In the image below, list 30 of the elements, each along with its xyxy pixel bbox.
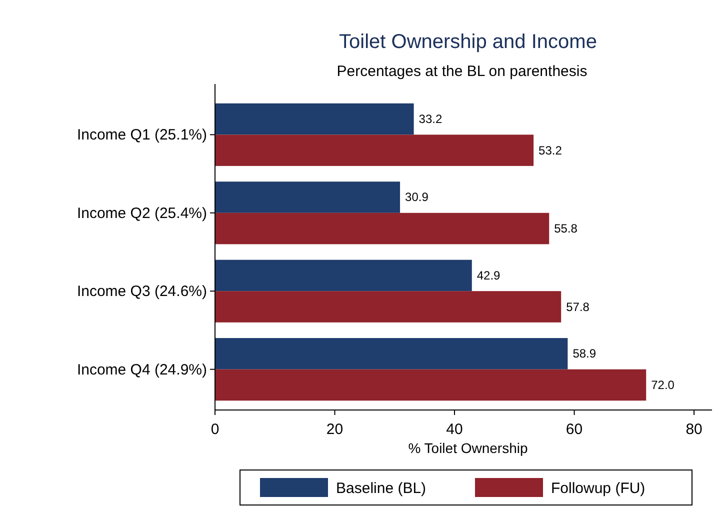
chart-title: Toilet Ownership and Income [339, 31, 597, 53]
bar [215, 338, 568, 370]
data-label: 72.0 [651, 378, 675, 392]
bar [215, 260, 472, 292]
x-tick-label: 60 [566, 421, 583, 438]
x-tick-label: 40 [446, 421, 463, 438]
data-label: 33.2 [418, 112, 442, 126]
y-tick-label: Income Q2 (25.4%) [76, 204, 207, 222]
data-label: 57.8 [566, 300, 590, 314]
data-label: 58.9 [572, 346, 596, 361]
bar [215, 369, 646, 401]
x-tick-label: 20 [326, 421, 344, 438]
x-tick-label: 0 [210, 421, 220, 438]
data-label: 30.9 [405, 190, 429, 204]
legend-label: Baseline (BL) [336, 480, 426, 497]
data-label: 55.8 [554, 222, 578, 236]
y-tick-label: Income Q1 (25.1%) [76, 126, 207, 144]
chart-subtitle: Percentages at the BL on parenthesis [336, 63, 588, 80]
x-tick-label: 80 [686, 421, 702, 438]
data-label: 53.2 [538, 143, 562, 158]
data-label: 42.9 [476, 268, 501, 282]
legend-label: Followup (FU) [551, 480, 646, 497]
bar [215, 212, 550, 244]
bar [215, 291, 562, 322]
bar [215, 182, 400, 213]
bar [215, 103, 414, 135]
y-tick-label: Income Q4 (24.9%) [76, 361, 207, 378]
y-tick-label: Income Q3 (24.6%) [76, 283, 207, 300]
bar [215, 134, 534, 166]
x-axis-title: % Toilet Ownership [408, 440, 528, 456]
